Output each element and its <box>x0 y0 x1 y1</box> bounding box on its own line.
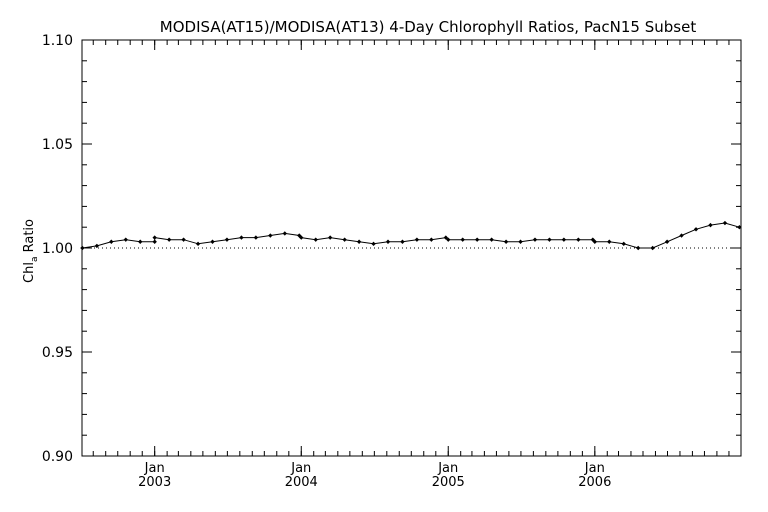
x-tick-label-year: 2003 <box>138 475 171 490</box>
data-point <box>195 241 201 247</box>
data-point <box>443 235 449 240</box>
data-point <box>503 239 509 244</box>
data-point <box>722 220 728 226</box>
y-tick-label: 1.10 <box>42 33 73 49</box>
data-point <box>474 237 480 242</box>
data-point <box>635 245 641 251</box>
data-point <box>152 235 157 240</box>
data-point <box>400 239 405 244</box>
data-point <box>123 237 128 242</box>
chart-title: MODISA(AT15)/MODISA(AT13) 4-Day Chloroph… <box>160 18 697 36</box>
data-point <box>80 245 85 251</box>
data-point <box>356 239 362 244</box>
data-point <box>282 231 288 236</box>
y-tick-label: 1.00 <box>42 241 73 257</box>
data-point <box>166 237 172 242</box>
x-tick-label-month: Jan <box>584 461 605 476</box>
data-point <box>590 237 596 242</box>
data-point <box>561 237 567 242</box>
data-point <box>446 237 451 242</box>
x-tick-label-year: 2006 <box>578 475 611 490</box>
y-axis-label-main: Chl <box>22 262 37 283</box>
data-point <box>371 241 376 247</box>
y-axis-label-ratio: Ratio <box>22 219 37 252</box>
data-point <box>489 237 494 242</box>
data-point <box>342 237 347 242</box>
data-point <box>109 239 114 244</box>
x-tick-label-year: 2004 <box>285 475 318 490</box>
data-point <box>737 225 742 230</box>
data-point <box>385 239 391 244</box>
data-point <box>621 241 626 247</box>
data-point <box>181 237 186 242</box>
y-tick-label: 0.90 <box>42 449 73 465</box>
data-point <box>693 227 699 232</box>
data-point <box>253 235 259 240</box>
y-axis-label: Chla Ratio <box>22 219 40 283</box>
data-point <box>592 239 598 244</box>
data-point <box>414 237 420 242</box>
data-point <box>429 237 434 242</box>
x-tick-label-month: Jan <box>437 461 458 476</box>
data-point <box>224 237 230 242</box>
x-tick-label-month: Jan <box>290 461 311 476</box>
data-point <box>547 237 552 242</box>
data-point <box>239 235 244 240</box>
y-tick-label: 1.05 <box>42 137 73 153</box>
data-point <box>650 245 655 251</box>
series-line <box>82 222 740 249</box>
data-point <box>299 235 304 240</box>
data-point <box>664 239 670 244</box>
data-point <box>210 239 215 244</box>
y-tick-label: 0.95 <box>42 345 73 361</box>
data-point <box>518 239 523 244</box>
data-point <box>679 233 684 238</box>
data-point <box>138 239 143 244</box>
data-point <box>576 237 581 242</box>
data-point <box>94 243 100 249</box>
plot-area: 0.900.951.001.051.10Jan2003Jan2004Jan200… <box>42 33 742 490</box>
data-point <box>460 237 465 242</box>
x-tick-label-year: 2005 <box>432 475 465 490</box>
data-point <box>532 237 538 242</box>
data-point <box>313 237 318 242</box>
data-point <box>268 233 273 238</box>
data-point <box>327 235 333 240</box>
data-point <box>708 222 713 228</box>
y-axis-label-subscript: a <box>30 257 40 263</box>
data-point <box>152 239 157 244</box>
x-tick-label-month: Jan <box>144 461 165 476</box>
data-point <box>607 239 612 244</box>
